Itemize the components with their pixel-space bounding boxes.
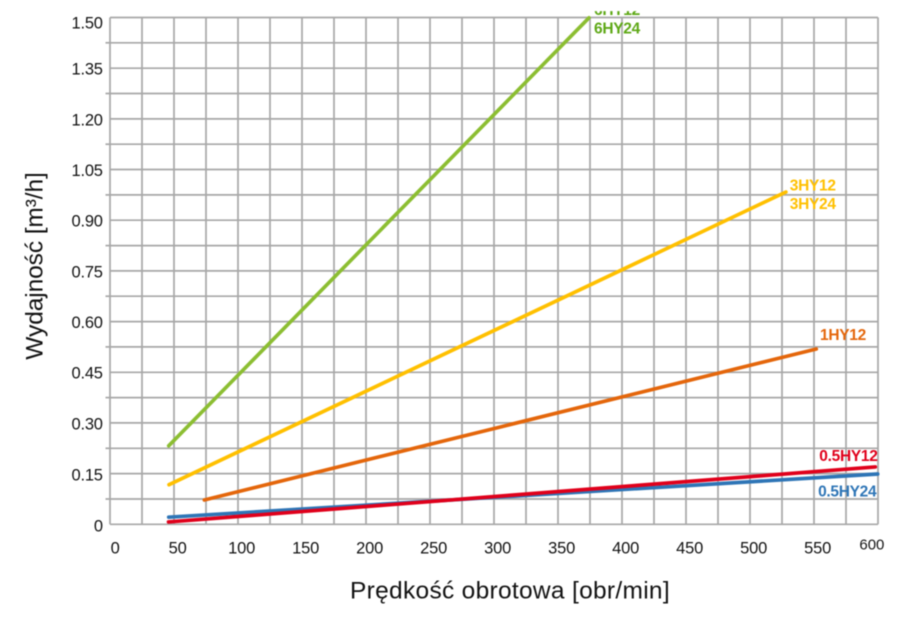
svg-text:500: 500 (740, 540, 767, 558)
svg-text:0.75: 0.75 (71, 263, 102, 281)
svg-text:600: 600 (859, 536, 884, 553)
svg-text:1.35: 1.35 (71, 61, 102, 79)
svg-text:0.15: 0.15 (71, 467, 102, 485)
svg-text:3HY24: 3HY24 (790, 196, 837, 213)
svg-text:1.05: 1.05 (71, 162, 102, 180)
svg-text:200: 200 (356, 540, 383, 558)
svg-text:0: 0 (94, 517, 103, 535)
svg-text:550: 550 (804, 540, 831, 558)
svg-text:450: 450 (676, 540, 703, 558)
svg-text:0.60: 0.60 (71, 314, 102, 332)
svg-text:0: 0 (111, 540, 120, 558)
svg-text:1HY12: 1HY12 (820, 327, 866, 344)
svg-text:1.20: 1.20 (71, 111, 102, 129)
svg-text:0.45: 0.45 (71, 365, 102, 383)
svg-text:50: 50 (169, 540, 187, 558)
svg-text:0.5HY24: 0.5HY24 (818, 484, 877, 501)
svg-text:150: 150 (292, 540, 319, 558)
svg-text:250: 250 (420, 540, 447, 558)
svg-text:350: 350 (548, 540, 575, 558)
svg-text:Wydajność [m³/h]: Wydajność [m³/h] (22, 172, 49, 359)
svg-text:Prędkość obrotowa [obr/min]: Prędkość obrotowa [obr/min] (350, 578, 670, 605)
svg-text:0.30: 0.30 (71, 415, 102, 433)
svg-text:100: 100 (228, 540, 255, 558)
svg-text:400: 400 (612, 540, 639, 558)
svg-text:300: 300 (484, 540, 511, 558)
svg-text:0.90: 0.90 (71, 213, 102, 231)
svg-text:0.5HY12: 0.5HY12 (819, 448, 877, 465)
svg-text:6HY12: 6HY12 (594, 2, 640, 19)
svg-text:6HY24: 6HY24 (594, 21, 641, 38)
svg-text:1.50: 1.50 (71, 15, 102, 33)
svg-text:3HY12: 3HY12 (790, 178, 836, 195)
